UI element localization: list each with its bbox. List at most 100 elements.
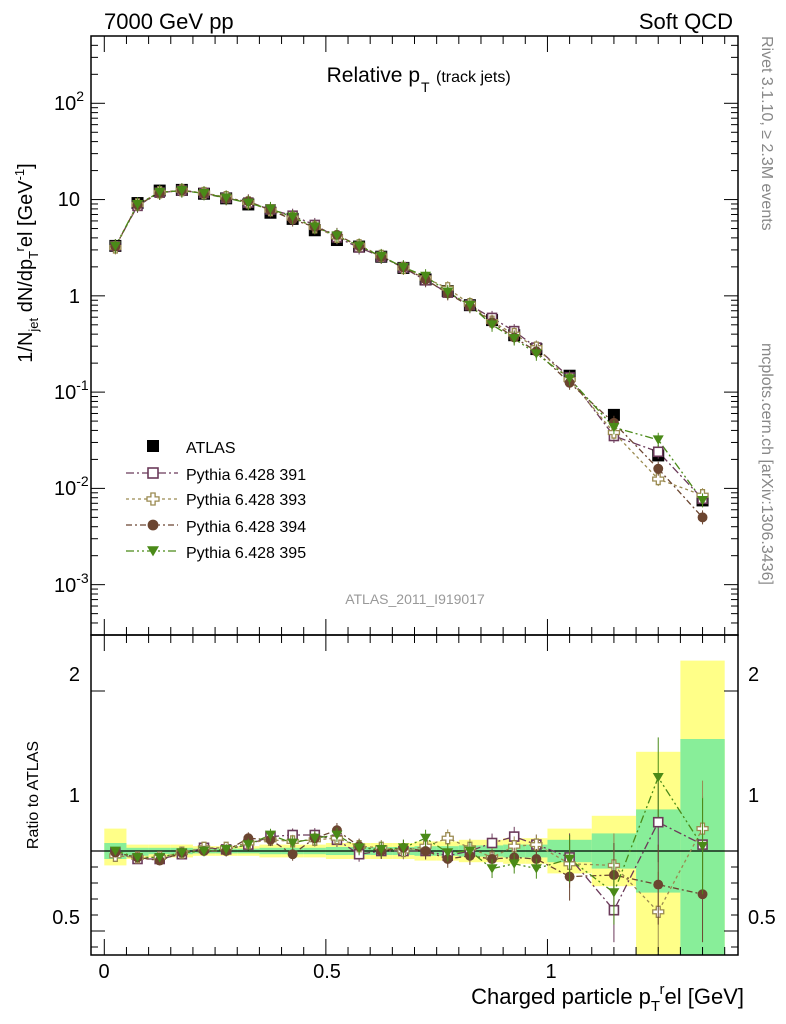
ratio-point: [242, 840, 254, 850]
ratio-point: [486, 837, 498, 849]
ytick-1e2-base: 10: [54, 93, 76, 115]
ratio-point: [442, 848, 454, 858]
data-point: [608, 423, 620, 433]
ratio-point: [441, 832, 454, 845]
ylabel-part-5: r: [12, 246, 27, 251]
data-point: [132, 200, 144, 210]
ratio-point: [652, 816, 664, 828]
rivet-label: Rivet 3.1.10, ≥ 2.3M events: [758, 36, 775, 231]
ytick-1e-2-exp: -2: [76, 473, 89, 489]
ratio-point: [287, 838, 299, 848]
ratio-point: [353, 843, 365, 853]
ratio-point: [530, 838, 543, 851]
ratio-ytick-label-2: 2: [69, 664, 80, 686]
xtick-label-1: 1: [545, 961, 556, 983]
ratio-point: [653, 879, 664, 890]
ratio-point: [697, 841, 709, 852]
ratio-point: [508, 840, 521, 853]
header-left: 7000 GeV pp: [104, 9, 234, 34]
ytick-label-10: 10: [58, 189, 80, 211]
main-panel: Relative p T (track jets) ATLAS_2011_I91…: [12, 35, 739, 636]
data-point: [309, 222, 321, 232]
ratio-ytick-label-right-2: 2: [748, 664, 759, 686]
ratio-bands: [91, 660, 738, 955]
xtick-label-0: 0: [98, 961, 109, 983]
ratio-point: [487, 854, 498, 864]
ratio-point: [198, 846, 210, 856]
main-ylabel: 1/Njet dN/dpTrel [GeV-1]: [12, 163, 41, 362]
ratio-ytick-label-right-0.5: 0.5: [748, 907, 776, 929]
data-point: [198, 188, 210, 199]
ylabel-part-4: T: [26, 251, 41, 259]
data-point: [375, 251, 387, 262]
data-point: [652, 435, 664, 445]
ratio-ytick-label-0.5: 0.5: [52, 907, 80, 929]
legend-label-393: Pythia 6.428 393: [186, 492, 306, 509]
legend-label-391: Pythia 6.428 391: [186, 467, 306, 484]
main-ytick-labels: 10-3 10-2 10-1 1 10 102: [54, 88, 89, 597]
xlabel-part-4: el [GeV]: [665, 984, 744, 1009]
data-point: [530, 349, 542, 359]
ratio-point: [564, 854, 576, 864]
data-point: [652, 472, 665, 486]
data-point: [176, 186, 188, 196]
legend: ATLAS Pythia 6.428 391 Pythia 6.428 393 …: [126, 440, 306, 562]
ratio-point: [264, 830, 276, 840]
ylabel-part-7: -1: [12, 169, 27, 181]
ratio-point: [109, 846, 121, 856]
data-point: [420, 271, 432, 282]
data-point: [653, 463, 664, 474]
ytick-1e2-exp: 2: [76, 88, 84, 104]
ratio-point: [464, 846, 476, 856]
mcplots-label: mcplots.cern.ch [arXiv:1306.3436]: [758, 343, 775, 585]
legend-marker: [147, 546, 159, 557]
ratio-point: [287, 849, 298, 860]
legend-marker: [147, 440, 159, 452]
chart-title: Relative p: [327, 64, 420, 87]
ytick-1e-3-exp: -3: [76, 570, 89, 586]
data-point: [353, 241, 365, 251]
data-point: [697, 496, 709, 506]
xlabel-part-1: Charged particle p: [471, 984, 651, 1009]
legend-marker: [146, 492, 160, 506]
data-point: [220, 193, 232, 203]
ratio-point: [608, 888, 620, 898]
ratio-ylabel: Ratio to ATLAS: [25, 741, 42, 849]
ylabel-part-3: dN/dp: [15, 259, 37, 318]
ratio-ytick-label-right-1: 1: [748, 785, 759, 807]
legend-label-atlas: ATLAS: [186, 440, 236, 457]
chart-title-suffix: (track jets): [436, 69, 511, 86]
ratio-ticks: [91, 635, 738, 955]
data-point: [652, 446, 664, 458]
ylabel-part-6: el [GeV: [15, 180, 37, 247]
main-marks: [109, 183, 709, 525]
main-ticks: [91, 35, 738, 636]
ratio-point: [154, 853, 166, 863]
ratio-ytick-label-1: 1: [69, 785, 80, 807]
legend-marker: [147, 467, 159, 479]
data-point: [331, 231, 343, 241]
ytick-label-1e-2: 10-2: [54, 473, 89, 500]
ratio-point: [397, 843, 409, 853]
ratio-point: [420, 833, 432, 844]
legend-marker: [147, 519, 159, 531]
ratio-point: [132, 853, 144, 863]
ytick-label-1e2: 102: [54, 88, 84, 115]
data-point: [697, 512, 708, 523]
data-point: [397, 262, 409, 273]
ytick-1e-2-base: 10: [54, 478, 76, 500]
header-right: Soft QCD: [639, 9, 733, 34]
ylabel-part-2: jet: [26, 317, 41, 332]
data-point: [109, 241, 121, 252]
data-point: [564, 374, 576, 384]
data-point: [242, 198, 254, 209]
ytick-label-1e-3: 10-3: [54, 570, 89, 597]
ylabel-part-8: ]: [15, 163, 37, 169]
ratio-point: [508, 859, 520, 869]
legend-label-395: Pythia 6.428 395: [186, 545, 306, 562]
ytick-label-1: 1: [69, 286, 80, 308]
analysis-label: ATLAS_2011_I919017: [345, 591, 485, 607]
xlabel-part-2: T: [651, 998, 660, 1015]
xlabel-part-3: r: [660, 981, 665, 998]
ratio-panel: Ratio to ATLAS 0.5 1 2 0.5 1 2 0 0.5 1 C…: [25, 634, 776, 1015]
